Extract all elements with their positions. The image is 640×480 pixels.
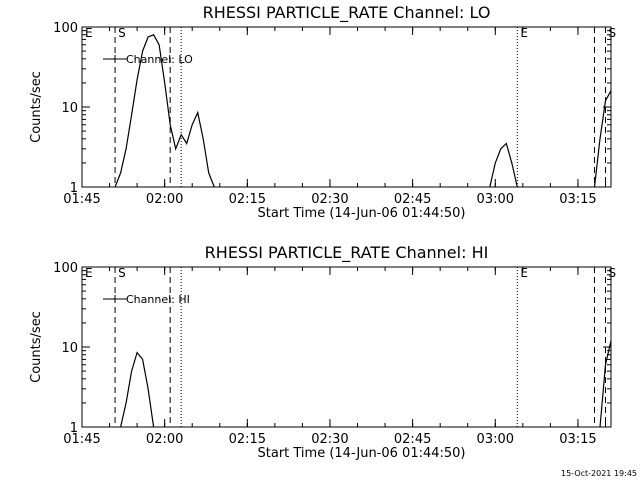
x-tick-label: 02:30 [311, 192, 348, 207]
series-line [489, 142, 518, 188]
chart-title: RHESSI PARTICLE_RATE Channel: LO [203, 3, 491, 23]
x-tick-label: 01:45 [63, 432, 100, 447]
x-tick-label: 02:45 [394, 192, 431, 207]
chart-title: RHESSI PARTICLE_RATE Channel: HI [205, 243, 489, 263]
x-tick-label: 01:45 [63, 192, 100, 207]
x-tick-label: 03:15 [559, 192, 596, 207]
event-marker-label: E [520, 26, 528, 40]
event-marker-label: E [520, 266, 528, 280]
timestamp-stamp: 15-Oct-2021 19:45 [561, 469, 637, 478]
x-tick-label: 03:15 [559, 432, 596, 447]
event-marker-label: S [118, 266, 126, 280]
x-tick-label: 02:00 [146, 192, 183, 207]
event-marker-label: S [118, 26, 126, 40]
x-axis-label: Start Time (14-Jun-06 01:44:50) [258, 446, 466, 461]
y-tick-label: 100 [53, 21, 78, 36]
x-tick-label: 03:00 [477, 192, 514, 207]
series-line [593, 90, 612, 188]
series-line [120, 351, 155, 428]
y-tick-label: 100 [53, 261, 78, 276]
y-axis-label: Counts/sec [29, 311, 44, 383]
legend-label: Channel: LO [126, 53, 193, 66]
series-line [114, 34, 215, 188]
x-axis-label: Start Time (14-Jun-06 01:44:50) [258, 206, 466, 221]
y-tick-label: 10 [61, 101, 78, 116]
event-marker-label: S [608, 266, 616, 280]
event-marker-label: E [85, 26, 93, 40]
x-tick-label: 03:00 [477, 432, 514, 447]
x-tick-label: 02:15 [229, 192, 266, 207]
event-marker-label: E [85, 266, 93, 280]
event-marker-label: S [608, 26, 616, 40]
x-tick-label: 02:15 [229, 432, 266, 447]
y-tick-label: 1 [70, 421, 78, 436]
x-tick-label: 02:00 [146, 432, 183, 447]
y-tick-label: 1 [70, 181, 78, 196]
series-line [599, 340, 612, 428]
x-tick-label: 02:30 [311, 432, 348, 447]
y-tick-label: 10 [61, 341, 78, 356]
legend-label: Channel: HI [126, 293, 190, 306]
x-tick-label: 02:45 [394, 432, 431, 447]
y-axis-label: Counts/sec [29, 71, 44, 143]
